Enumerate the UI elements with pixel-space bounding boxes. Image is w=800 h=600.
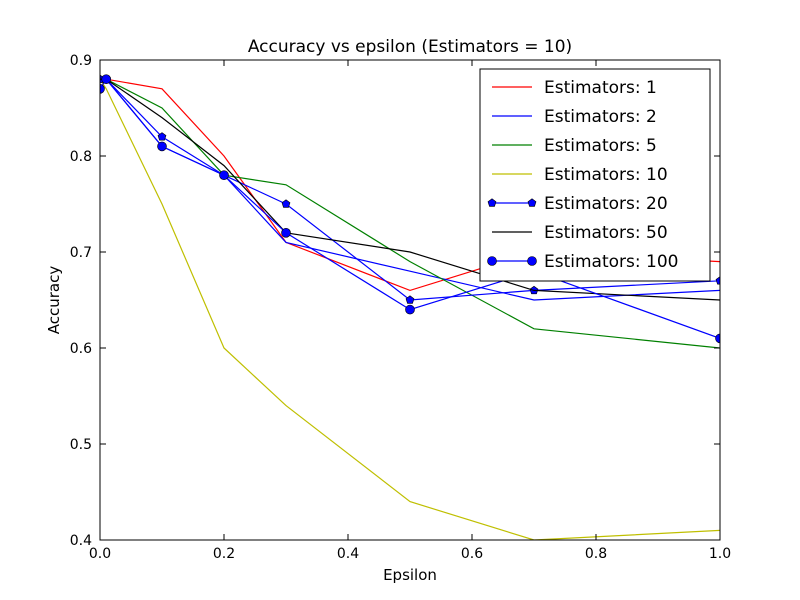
- x-tick-label: 0.8: [585, 546, 607, 562]
- legend-entry: Estimators: 2: [492, 107, 657, 127]
- series-layer: [100, 74, 720, 540]
- x-axis-ticks: 0.0 0.2 0.4 0.6 0.8 1.0: [89, 60, 731, 562]
- series-line: [100, 78, 720, 349]
- legend: Estimators: 1 Estimators: 2 Estimators: 5 E…: [479, 68, 711, 282]
- data-point: [157, 132, 167, 141]
- chart-title: Accuracy vs epsilon (Estimators = 10): [248, 37, 572, 57]
- legend-marker: [527, 198, 537, 207]
- y-axis-ticks: 0.4 0.5 0.6 0.7 0.8 0.9: [70, 53, 720, 549]
- y-tick-label: 0.9: [70, 53, 92, 69]
- data-point: [715, 333, 720, 344]
- legend-entry: Estimators: 5: [492, 136, 657, 156]
- series-2: [100, 78, 720, 349]
- y-tick-label: 0.4: [70, 533, 92, 549]
- legend-label: Estimators: 1: [544, 78, 657, 98]
- data-point: [715, 276, 720, 285]
- series-3: [100, 78, 720, 540]
- legend-entry: Estimators: 1: [492, 78, 657, 98]
- legend-label: Estimators: 2: [544, 107, 657, 127]
- data-point: [405, 304, 415, 315]
- data-point: [405, 295, 415, 304]
- axes-frame: [99, 59, 721, 541]
- x-tick-label: 0.6: [461, 546, 483, 562]
- x-tick-label: 0.0: [89, 546, 111, 562]
- legend-entry: Estimators: 20: [487, 194, 668, 214]
- y-tick-label: 0.5: [70, 437, 92, 453]
- data-point: [281, 228, 291, 238]
- y-axis-label: Accuracy: [45, 266, 63, 335]
- series-line: [100, 78, 720, 301]
- y-tick-label: 0.8: [70, 149, 92, 165]
- legend-label: Estimators: 20: [544, 194, 668, 214]
- data-point: [101, 74, 111, 84]
- legend-marker: [527, 256, 537, 266]
- legend-label: Estimators: 50: [544, 223, 668, 243]
- x-tick-label: 1.0: [709, 546, 731, 562]
- legend-label: Estimators: 10: [544, 165, 668, 185]
- series-line: [100, 78, 720, 301]
- x-tick-label: 0.2: [213, 546, 235, 562]
- x-axis-label: Epsilon: [383, 566, 437, 584]
- legend-entry: Estimators: 10: [492, 165, 668, 185]
- legend-entry: Estimators: 100: [487, 252, 678, 272]
- data-point: [100, 84, 105, 94]
- data-point: [157, 141, 167, 152]
- y-tick-label: 0.7: [70, 245, 92, 261]
- plot-area: [100, 74, 720, 540]
- legend-entry: Estimators: 50: [492, 223, 668, 243]
- legend-frame: [479, 68, 711, 282]
- data-point: [219, 170, 229, 180]
- x-tick-label: 0.4: [337, 546, 359, 562]
- legend-marker: [487, 198, 497, 207]
- legend-label: Estimators: 100: [544, 252, 678, 272]
- data-point: [281, 199, 291, 208]
- y-tick-label: 0.6: [70, 341, 92, 357]
- legend-label: Estimators: 5: [544, 136, 657, 156]
- legend-marker: [487, 256, 497, 266]
- series-5: [100, 78, 720, 301]
- series-line: [100, 78, 720, 540]
